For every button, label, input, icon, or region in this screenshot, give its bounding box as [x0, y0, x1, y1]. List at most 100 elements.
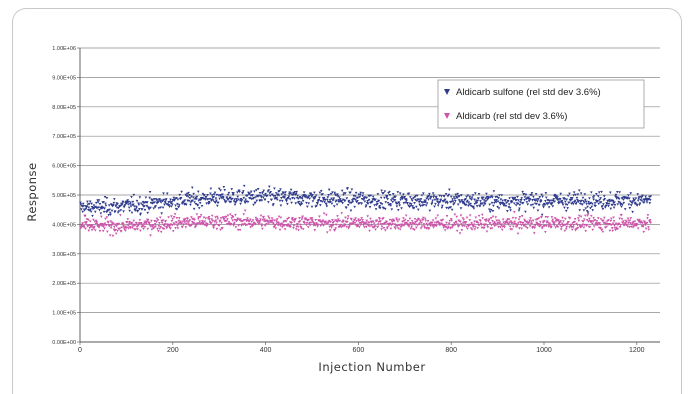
data-point — [537, 217, 541, 220]
data-point — [356, 199, 359, 203]
data-point — [325, 203, 328, 206]
data-point — [587, 220, 590, 223]
data-point — [495, 198, 498, 202]
data-point — [229, 213, 232, 216]
data-point — [366, 215, 369, 218]
data-point — [491, 215, 495, 218]
data-point — [142, 223, 146, 226]
data-point — [296, 222, 299, 226]
data-point — [156, 199, 160, 202]
data-point — [520, 214, 524, 218]
data-point — [456, 192, 459, 196]
data-point — [572, 191, 576, 194]
data-point — [329, 200, 332, 204]
data-point — [126, 203, 130, 206]
data-point — [535, 202, 538, 206]
data-point — [215, 193, 219, 197]
data-point — [292, 226, 295, 230]
data-point — [541, 204, 545, 207]
data-point — [497, 207, 501, 210]
data-point — [88, 220, 92, 223]
data-point — [376, 225, 380, 229]
data-point — [563, 229, 567, 233]
data-point — [569, 199, 572, 202]
data-point — [586, 213, 590, 216]
data-point — [337, 218, 340, 221]
data-point — [380, 225, 384, 229]
data-point — [216, 215, 219, 219]
data-point — [216, 217, 220, 220]
data-point — [645, 221, 649, 225]
data-point — [177, 205, 181, 209]
data-point — [90, 206, 94, 209]
data-point — [510, 228, 514, 231]
data-point — [212, 226, 215, 230]
data-point — [404, 214, 408, 217]
data-point — [136, 228, 139, 231]
data-point — [169, 223, 173, 226]
data-point — [460, 194, 463, 197]
data-point — [642, 201, 646, 204]
data-point — [261, 218, 265, 222]
data-point — [104, 202, 107, 205]
data-point — [458, 232, 462, 235]
data-point — [606, 200, 610, 203]
data-point — [242, 213, 246, 216]
data-point — [644, 197, 648, 200]
data-point — [483, 201, 486, 204]
data-point — [404, 198, 408, 201]
data-point — [230, 197, 234, 201]
data-point — [556, 198, 560, 202]
data-point — [431, 199, 434, 202]
data-point — [459, 200, 462, 203]
data-point — [482, 204, 485, 207]
data-point — [390, 219, 394, 222]
data-point — [345, 197, 349, 200]
data-point — [263, 218, 266, 221]
data-point — [466, 199, 469, 203]
data-point — [291, 193, 295, 197]
data-point — [342, 193, 345, 197]
data-point — [583, 193, 587, 196]
data-point — [435, 196, 438, 199]
data-point — [354, 198, 357, 202]
data-point — [261, 227, 264, 231]
data-point — [398, 204, 401, 207]
data-point — [358, 202, 361, 205]
data-point — [231, 219, 234, 222]
data-point — [619, 202, 623, 206]
data-point — [486, 226, 490, 229]
data-point — [132, 203, 135, 206]
data-point — [150, 228, 154, 231]
data-point — [546, 221, 550, 225]
data-point — [157, 207, 161, 210]
data-point — [354, 191, 358, 195]
data-point — [108, 211, 112, 215]
data-point — [649, 195, 653, 198]
data-point — [242, 184, 246, 188]
data-point — [168, 200, 172, 204]
data-point — [307, 194, 311, 198]
data-point — [177, 222, 180, 226]
y-tick-label: 2.00E+05 — [52, 281, 76, 287]
data-point — [176, 224, 179, 228]
data-point — [595, 192, 598, 196]
data-point — [252, 196, 256, 200]
data-point — [279, 216, 283, 220]
data-point — [449, 195, 453, 199]
data-point — [476, 227, 479, 230]
data-point — [126, 199, 130, 202]
data-point — [525, 201, 529, 204]
data-point — [474, 225, 477, 229]
data-point — [304, 218, 308, 221]
data-point — [599, 197, 602, 200]
data-point — [108, 234, 112, 237]
data-point — [614, 222, 618, 225]
data-point — [379, 202, 382, 205]
legend-label-aldicarb: Aldicarb (rel std dev 3.6%) — [456, 111, 567, 122]
data-point — [213, 223, 217, 227]
data-point — [171, 224, 174, 227]
data-point — [640, 199, 644, 203]
data-point — [556, 225, 560, 229]
data-point — [629, 200, 632, 203]
